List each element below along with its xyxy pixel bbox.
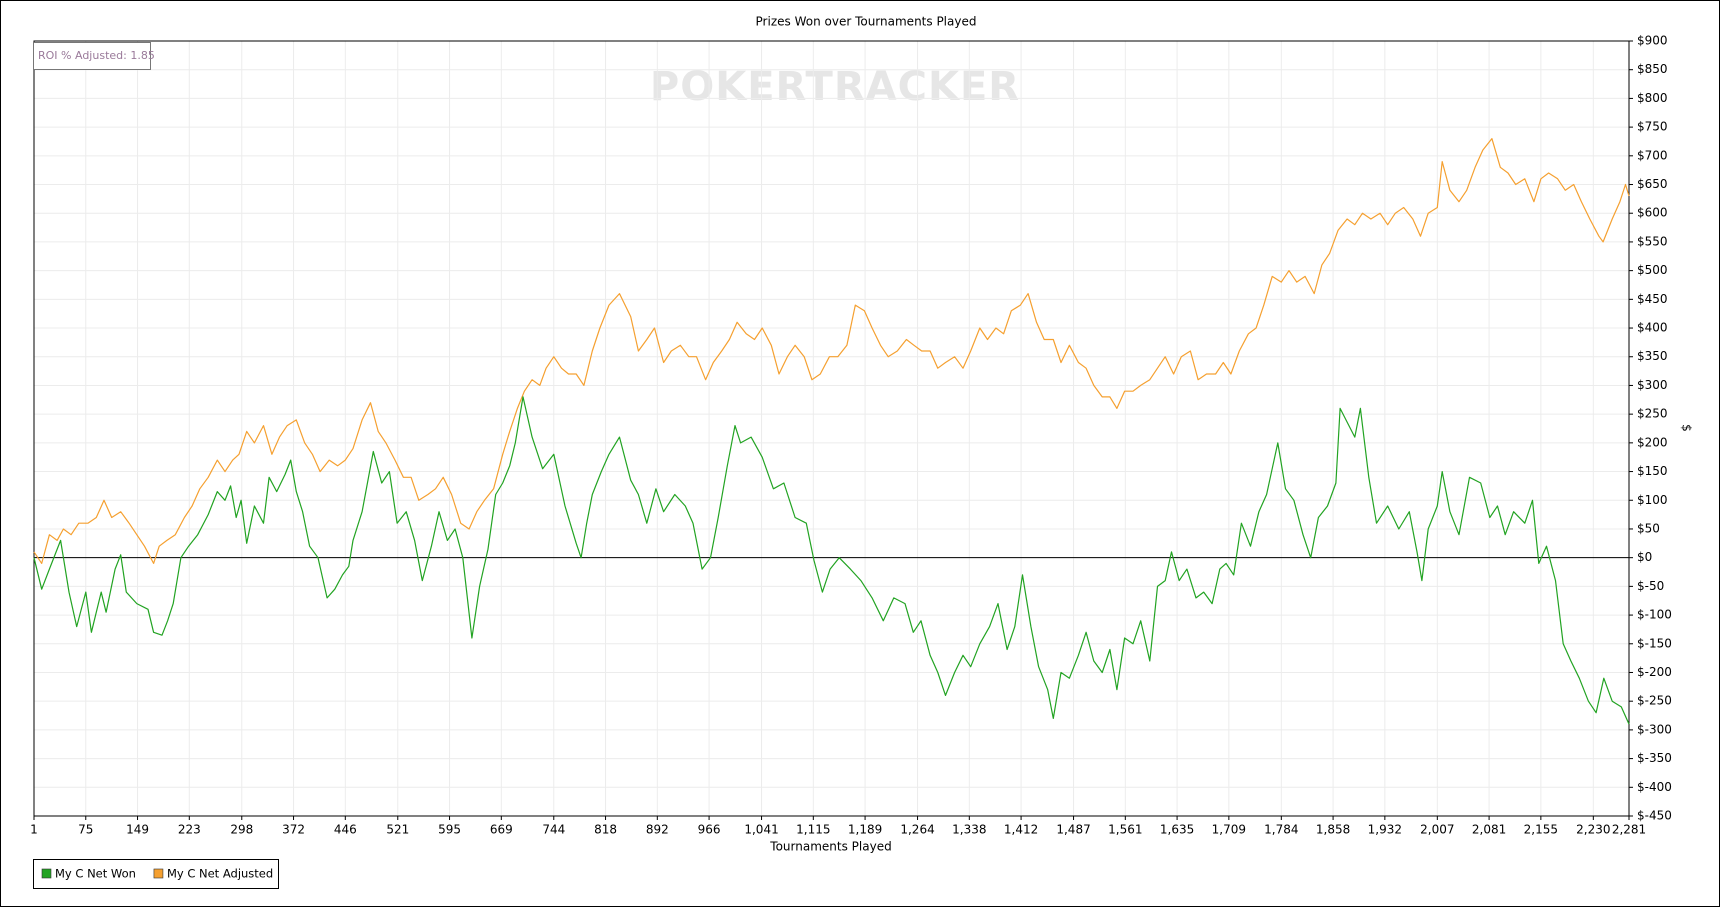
x-tick-label: 669: [490, 823, 513, 837]
y-tick-label: $750: [1637, 120, 1668, 134]
y-tick-label: $500: [1637, 263, 1668, 277]
x-tick-label: 892: [646, 823, 669, 837]
y-tick-label: $-300: [1637, 722, 1672, 736]
y-tick-label: $650: [1637, 177, 1668, 191]
y-tick-label: $450: [1637, 292, 1668, 306]
annotation: ROI % Adjusted: 1.85: [38, 49, 155, 62]
x-tick-label: 1,412: [1004, 823, 1038, 837]
y-tick-label: $400: [1637, 321, 1668, 335]
x-tick-label: 1,189: [848, 823, 882, 837]
y-tick-label: $350: [1637, 349, 1668, 363]
x-tick-label: 1,858: [1316, 823, 1350, 837]
legend-label: My C Net Adjusted: [167, 867, 273, 881]
x-tick-label: 223: [178, 823, 201, 837]
x-tick-label: 298: [230, 823, 253, 837]
x-tick-label: 1,264: [900, 823, 934, 837]
x-tick-label: 2,230: [1576, 823, 1610, 837]
y-tick-label: $0: [1637, 550, 1652, 564]
x-tick-label: 2,007: [1420, 823, 1454, 837]
x-tick-label: 1,709: [1212, 823, 1246, 837]
x-tick-label: 818: [594, 823, 617, 837]
x-tick-label: 966: [698, 823, 721, 837]
x-tick-label: 1,338: [952, 823, 986, 837]
x-tick-label: 1,635: [1160, 823, 1194, 837]
legend-swatch: [41, 868, 52, 879]
y-tick-label: $300: [1637, 378, 1668, 392]
chart-title: Prizes Won over Tournaments Played: [756, 15, 977, 29]
x-tick-label: 595: [438, 823, 461, 837]
y-tick-label: $-400: [1637, 780, 1672, 794]
watermark: POKERTRACKER: [650, 64, 1020, 110]
x-tick-label: 2,155: [1524, 823, 1558, 837]
series-line: [33, 396, 1630, 725]
x-tick-label: 1,115: [796, 823, 830, 837]
y-tick-label: $-250: [1637, 694, 1672, 708]
y-tick-label: $250: [1637, 407, 1668, 421]
y-tick-label: $800: [1637, 91, 1668, 105]
x-tick-label: 2,081: [1472, 823, 1506, 837]
x-tick-label: 372: [282, 823, 305, 837]
y-tick-label: $150: [1637, 464, 1668, 478]
annotation-box: [33, 42, 151, 70]
y-tick-label: $-450: [1637, 809, 1672, 823]
legend-label: My C Net Won: [55, 867, 136, 881]
y-tick-label: $50: [1637, 521, 1660, 535]
x-tick-label: 521: [386, 823, 409, 837]
x-tick-label: 1,487: [1056, 823, 1090, 837]
x-tick-label: 446: [334, 823, 357, 837]
y-tick-label: $600: [1637, 206, 1668, 220]
x-tick-label: 1,561: [1108, 823, 1142, 837]
y-tick-label: $-150: [1637, 636, 1672, 650]
y-tick-label: $200: [1637, 435, 1668, 449]
x-tick-label: 1: [30, 823, 38, 837]
y-tick-label: $-350: [1637, 751, 1672, 765]
y-tick-label: $900: [1637, 34, 1668, 48]
x-tick-label: 2,281: [1612, 823, 1646, 837]
x-axis-label: Tournaments Played: [769, 840, 891, 854]
plot-area: [33, 40, 1630, 817]
y-tick-label: $850: [1637, 62, 1668, 76]
legend-swatch: [153, 868, 164, 879]
x-tick-label: 149: [126, 823, 149, 837]
y-axis-label: $: [1680, 424, 1694, 432]
x-tick-label: 1,041: [744, 823, 778, 837]
y-tick-label: $-100: [1637, 608, 1672, 622]
y-tick-label: $100: [1637, 493, 1668, 507]
series-line: [33, 138, 1630, 564]
x-tick-label: 744: [542, 823, 565, 837]
y-tick-label: $700: [1637, 148, 1668, 162]
y-tick-label: $-50: [1637, 579, 1664, 593]
x-tick-label: 75: [78, 823, 93, 837]
y-tick-label: $-200: [1637, 665, 1672, 679]
x-tick-label: 1,784: [1264, 823, 1298, 837]
x-tick-label: 1,932: [1368, 823, 1402, 837]
y-tick-label: $550: [1637, 234, 1668, 248]
